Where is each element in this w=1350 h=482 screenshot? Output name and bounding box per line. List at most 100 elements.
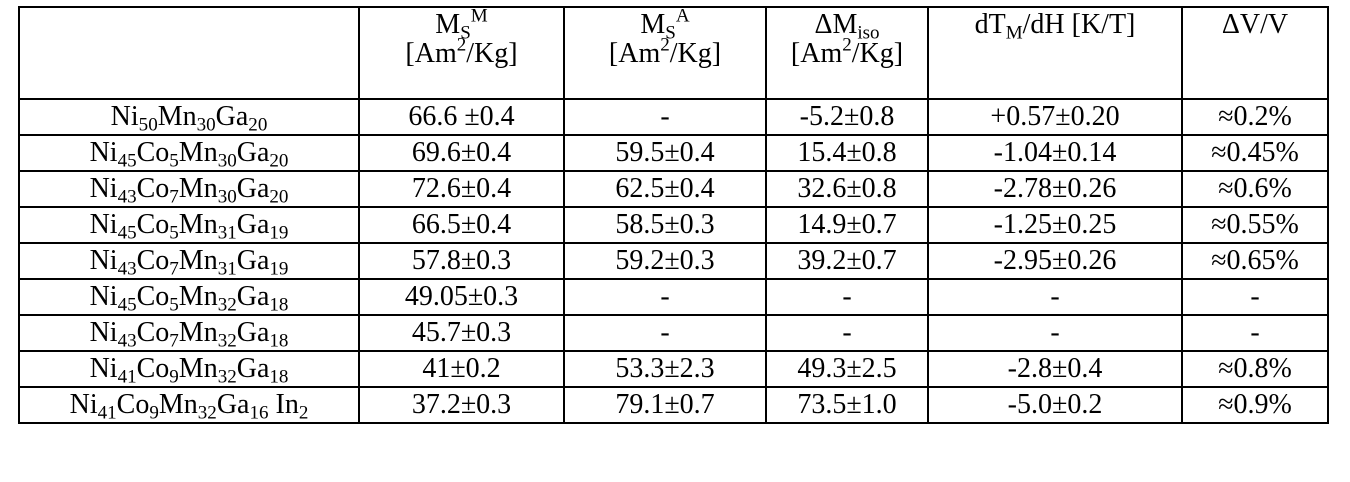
sample-cell: Ni41Co9Mn32Ga18: [18, 350, 360, 388]
dv-v-cell: ≈0.8%: [1181, 350, 1329, 388]
element-symbol: Co: [136, 281, 170, 313]
header-dtm-dh-sub: M: [1005, 22, 1023, 44]
element-symbol: Mn: [178, 281, 218, 313]
dtm-dh-cell: -2.78±0.26: [927, 170, 1183, 208]
element-symbol: Ga: [236, 353, 270, 385]
table-row: Ni45Co5Mn30Ga20 69.6±0.4 59.5±0.4 15.4±0.8-…: [18, 134, 1329, 172]
element-count: 32: [217, 294, 237, 316]
dtm-dh-cell: -1.04±0.14: [927, 134, 1183, 172]
element-symbol: Co: [136, 353, 170, 385]
table-row: Ni45Co5Mn32Ga18 49.05±0.3- - - -: [18, 278, 1329, 316]
header-dm-iso-sub: iso: [857, 22, 880, 44]
dv-v-cell: ≈0.65%: [1181, 242, 1329, 280]
dtm-dh-cell: +0.57±0.20: [927, 98, 1183, 136]
ms-a-cell: 58.5±0.3: [563, 206, 767, 244]
header-ms-m-unit: [Am2/Kg]: [360, 36, 563, 70]
element-symbol: Co: [136, 245, 170, 277]
sample-cell: Ni43Co7Mn30Ga20: [18, 170, 360, 208]
element-count: 7: [169, 330, 179, 352]
element-count: 30: [196, 114, 216, 136]
element-symbol: Mn: [178, 317, 218, 349]
properties-table: MSM [Am2/Kg] MSA [Am2/Kg] ΔMiso [Am2/Kg]…: [18, 6, 1329, 424]
element-symbol: Ni: [110, 101, 139, 133]
header-dtm-dh: dTM/dH [K/T]: [927, 6, 1183, 100]
header-sample: [18, 6, 360, 100]
element-symbol: Ga: [236, 281, 270, 313]
element-count: 41: [117, 366, 137, 388]
element-symbol: Co: [116, 389, 150, 421]
table-row: Ni41Co9Mn32Ga16 In2 37.2±0.3 79.1±0.7 73.5±…: [18, 386, 1329, 424]
header-ms-a-unit-sup: 2: [660, 34, 670, 56]
element-count: 19: [269, 222, 289, 244]
header-ms-a-sub: S: [665, 22, 676, 44]
dv-v-cell: ≈0.55%: [1181, 206, 1329, 244]
dtm-dh-cell: -5.0±0.2: [927, 386, 1183, 424]
element-count: 2: [298, 402, 309, 424]
element-count: 5: [169, 294, 179, 316]
header-ms-m-symbol: MSM: [360, 7, 563, 43]
element-count: 30: [217, 150, 237, 172]
element-count: 30: [217, 186, 237, 208]
element-count: 9: [169, 366, 179, 388]
header-dm-iso-symbol: ΔMiso: [767, 10, 927, 43]
element-count: 43: [117, 330, 137, 352]
dv-v-cell: ≈0.9%: [1181, 386, 1329, 424]
element-symbol: In: [268, 389, 299, 421]
header-ms-m-unit-a: [Am: [405, 38, 457, 70]
element-symbol: Co: [136, 317, 170, 349]
sample-cell: Ni50Mn30Ga20: [18, 98, 360, 136]
sample-cell: Ni45Co5Mn32Ga18: [18, 278, 360, 316]
ms-m-cell: 57.8±0.3: [358, 242, 565, 280]
header-dtm-dh-a: dT: [974, 9, 1006, 40]
element-count: 7: [169, 258, 179, 280]
element-count: 43: [117, 258, 137, 280]
element-symbol: Ni: [69, 389, 98, 421]
element-symbol: Ga: [236, 317, 270, 349]
dv-v-cell: ≈0.45%: [1181, 134, 1329, 172]
table-row: Ni43Co7Mn32Ga18 45.7±0.3- - - -: [18, 314, 1329, 352]
header-dv-v: ΔV/V: [1181, 6, 1329, 100]
dv-v-cell: ≈0.6%: [1181, 170, 1329, 208]
element-count: 32: [217, 366, 237, 388]
ms-a-cell: 59.2±0.3: [563, 242, 767, 280]
dm-iso-cell: 32.6±0.8: [765, 170, 929, 208]
header-dm-iso-unit-b: /Kg]: [851, 38, 904, 70]
element-count: 5: [169, 150, 179, 172]
element-count: 32: [197, 402, 217, 424]
element-count: 18: [269, 330, 289, 352]
header-dm-iso: ΔMiso [Am2/Kg]: [765, 6, 929, 100]
element-count: 18: [269, 294, 289, 316]
table-row: Ni43Co7Mn30Ga20 72.6±0.4 62.5±0.4 32.6±0.8-…: [18, 170, 1329, 208]
element-count: 16: [249, 402, 269, 424]
element-count: 41: [97, 402, 117, 424]
table-header: MSM [Am2/Kg] MSA [Am2/Kg] ΔMiso [Am2/Kg]…: [18, 6, 1329, 100]
ms-a-cell: 62.5±0.4: [563, 170, 767, 208]
element-count: 20: [248, 114, 268, 136]
dv-v-cell: -: [1181, 314, 1329, 352]
element-count: 19: [269, 258, 289, 280]
dm-iso-cell: 39.2±0.7: [765, 242, 929, 280]
header-ms-a-unit: [Am2/Kg]: [565, 36, 765, 70]
element-symbol: Mn: [178, 173, 218, 205]
dm-iso-cell: -5.2±0.8: [765, 98, 929, 136]
element-symbol: Ni: [89, 353, 118, 385]
ms-a-cell: -: [563, 314, 767, 352]
element-count: 31: [217, 258, 237, 280]
header-dtm-dh-b: /dH [K/T]: [1022, 9, 1136, 40]
ms-m-cell: 72.6±0.4: [358, 170, 565, 208]
dtm-dh-cell: -: [927, 278, 1183, 316]
element-symbol: Mn: [178, 137, 218, 169]
ms-m-cell: 45.7±0.3: [358, 314, 565, 352]
element-symbol: Co: [136, 173, 170, 205]
header-dm-iso-unit-a: [Am: [790, 38, 843, 70]
ms-m-cell: 66.5±0.4: [358, 206, 565, 244]
table-body: Ni50Mn30Ga20 66.6 ±0.4- -5.2±0.8 +0.57±0.20…: [18, 98, 1329, 424]
element-symbol: Ni: [89, 245, 118, 277]
element-count: 45: [117, 294, 137, 316]
element-symbol: Ga: [236, 209, 270, 241]
header-ms-m-base: M: [435, 9, 461, 40]
dtm-dh-cell: -1.25±0.25: [927, 206, 1183, 244]
element-count: 43: [117, 186, 137, 208]
element-count: 45: [117, 222, 137, 244]
header-ms-a-unit-b: /Kg]: [669, 38, 722, 70]
